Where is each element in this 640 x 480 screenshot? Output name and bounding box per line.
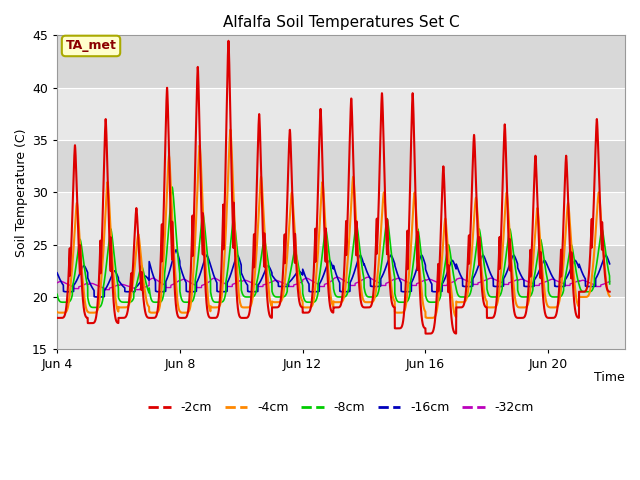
Bar [57, 297, 625, 349]
Legend: -2cm, -4cm, -8cm, -16cm, -32cm: -2cm, -4cm, -8cm, -16cm, -32cm [143, 396, 539, 420]
Text: Time: Time [595, 371, 625, 384]
Bar [57, 140, 625, 192]
Bar [57, 88, 625, 140]
Bar [57, 192, 625, 245]
Y-axis label: Soil Temperature (C): Soil Temperature (C) [15, 128, 28, 257]
Title: Alfalfa Soil Temperatures Set C: Alfalfa Soil Temperatures Set C [223, 15, 460, 30]
Bar [57, 245, 625, 297]
Text: TA_met: TA_met [65, 39, 116, 52]
Bar [57, 36, 625, 88]
